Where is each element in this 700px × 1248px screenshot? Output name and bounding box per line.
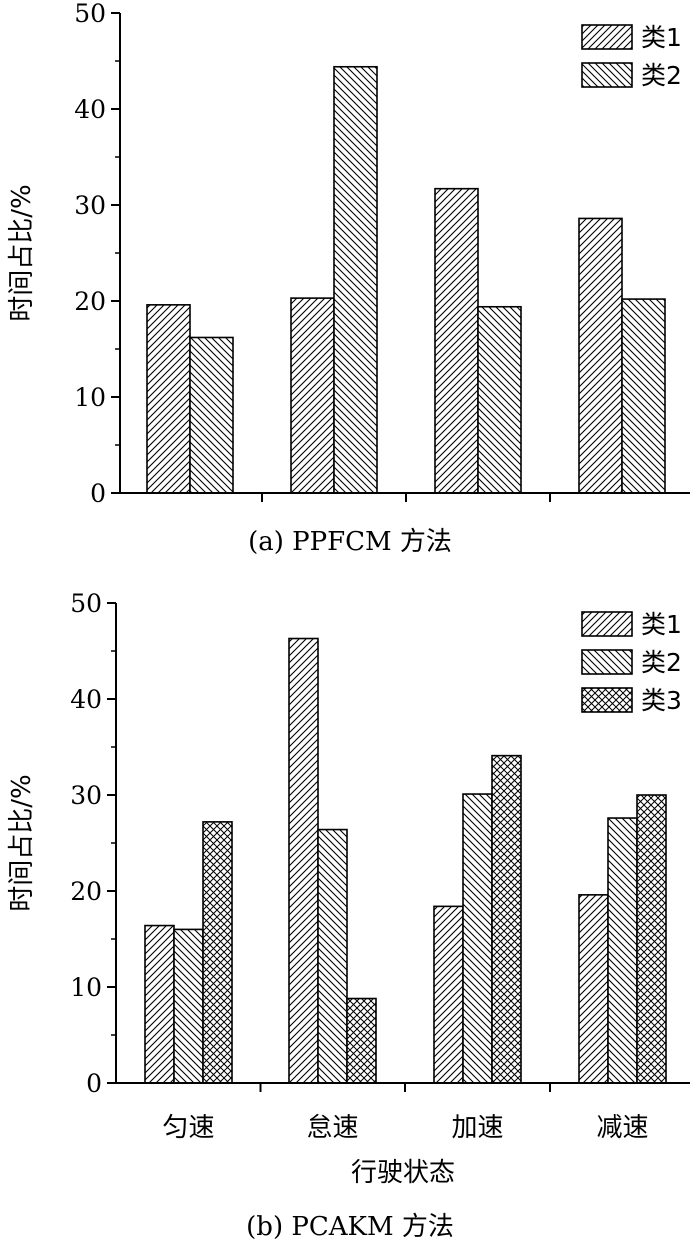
a-ytick-label-0: 0 xyxy=(90,479,106,508)
b-ytick-label-30: 30 xyxy=(70,781,102,810)
a-ytick-label-50: 50 xyxy=(74,0,106,28)
a-caption: (a) PPFCM 方法 xyxy=(248,527,452,557)
b-legend-swatch-3 xyxy=(581,687,633,713)
b-bar-s2-c2 xyxy=(317,828,348,1084)
b-legend: 类1 类2 类3 xyxy=(581,610,682,715)
a-legend-swatch-1 xyxy=(581,24,633,50)
b-bar-s1-c4 xyxy=(578,894,609,1084)
a-ytick-label-20: 20 xyxy=(74,287,106,316)
b-bars xyxy=(144,637,667,1084)
b-caption: (b) PCAKM 方法 xyxy=(246,1212,454,1242)
b-ytick-label-50: 50 xyxy=(70,589,102,618)
b-bar-s2-c1 xyxy=(173,928,204,1084)
a-y-axis-title: 时间占比/% xyxy=(7,184,37,321)
b-bar-s1-c1 xyxy=(144,924,175,1084)
a-legend-label-2: 类2 xyxy=(641,61,682,90)
a-legend-label-1: 类1 xyxy=(641,23,682,52)
b-category-label-3: 加速 xyxy=(451,1113,503,1143)
a-bar-s2-c1 xyxy=(189,336,234,494)
chart-b-pcakm: 0 10 20 30 40 50 匀速 怠速 加速 减速 时间占比/% 行驶状态 (b) PCAKM 方… xyxy=(7,589,690,1242)
a-bar-s1-c4 xyxy=(578,217,623,494)
b-x-axis-title: 行驶状态 xyxy=(351,1158,455,1188)
a-bar-s2-c2 xyxy=(333,65,378,494)
b-legend-label-1: 类1 xyxy=(641,610,682,639)
a-bar-s1-c1 xyxy=(146,304,191,494)
a-ytick-label-40: 40 xyxy=(74,95,106,124)
b-bar-s3-c1 xyxy=(202,821,233,1084)
a-bar-s2-c4 xyxy=(621,298,666,494)
b-category-label-2: 怠速 xyxy=(306,1113,358,1143)
b-bar-s2-c4 xyxy=(607,817,638,1084)
b-category-label-4: 减速 xyxy=(596,1113,648,1143)
b-bar-s3-c2 xyxy=(346,997,377,1084)
a-ytick-label-10: 10 xyxy=(74,383,106,412)
b-bar-s3-c3 xyxy=(491,754,522,1084)
a-bar-s1-c3 xyxy=(434,187,479,494)
b-ytick-label-10: 10 xyxy=(70,973,102,1002)
a-ytick-label-30: 30 xyxy=(74,191,106,220)
a-bar-s2-c3 xyxy=(477,305,522,494)
b-legend-swatch-2 xyxy=(581,649,633,675)
b-ytick-label-20: 20 xyxy=(70,877,102,906)
b-bar-s3-c4 xyxy=(636,794,667,1084)
b-bar-s1-c3 xyxy=(433,905,464,1084)
b-category-label-1: 匀速 xyxy=(162,1113,214,1143)
b-legend-label-3: 类3 xyxy=(641,686,682,715)
b-bar-s1-c2 xyxy=(288,637,319,1084)
b-legend-swatch-1 xyxy=(581,611,633,637)
a-bars xyxy=(146,65,666,494)
b-y-axis-title: 时间占比/% xyxy=(7,774,37,911)
b-bar-s2-c3 xyxy=(462,793,493,1084)
b-ytick-label-0: 0 xyxy=(86,1069,102,1098)
a-bar-s1-c2 xyxy=(290,297,335,494)
b-ytick-label-40: 40 xyxy=(70,685,102,714)
a-legend-swatch-2 xyxy=(581,62,633,88)
b-legend-label-2: 类2 xyxy=(641,648,682,677)
